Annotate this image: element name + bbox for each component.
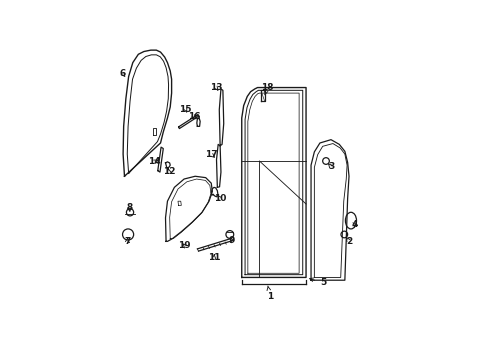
Text: 12: 12 (162, 167, 175, 176)
Text: 7: 7 (124, 237, 130, 246)
Text: 10: 10 (213, 194, 226, 203)
Text: 17: 17 (204, 150, 217, 159)
Text: 1: 1 (266, 286, 273, 301)
Text: 13: 13 (209, 83, 222, 92)
Text: 15: 15 (179, 105, 191, 114)
Text: 16: 16 (187, 112, 200, 121)
Text: 6: 6 (119, 69, 125, 78)
Text: 9: 9 (228, 235, 234, 244)
Text: 8: 8 (126, 203, 132, 212)
Text: 14: 14 (147, 157, 160, 166)
Text: 18: 18 (261, 83, 273, 95)
Text: 5: 5 (309, 278, 325, 288)
Text: 4: 4 (351, 220, 357, 229)
Text: 11: 11 (207, 253, 220, 262)
Text: 19: 19 (178, 241, 190, 250)
Text: 2: 2 (345, 237, 351, 246)
Text: 3: 3 (327, 162, 333, 171)
